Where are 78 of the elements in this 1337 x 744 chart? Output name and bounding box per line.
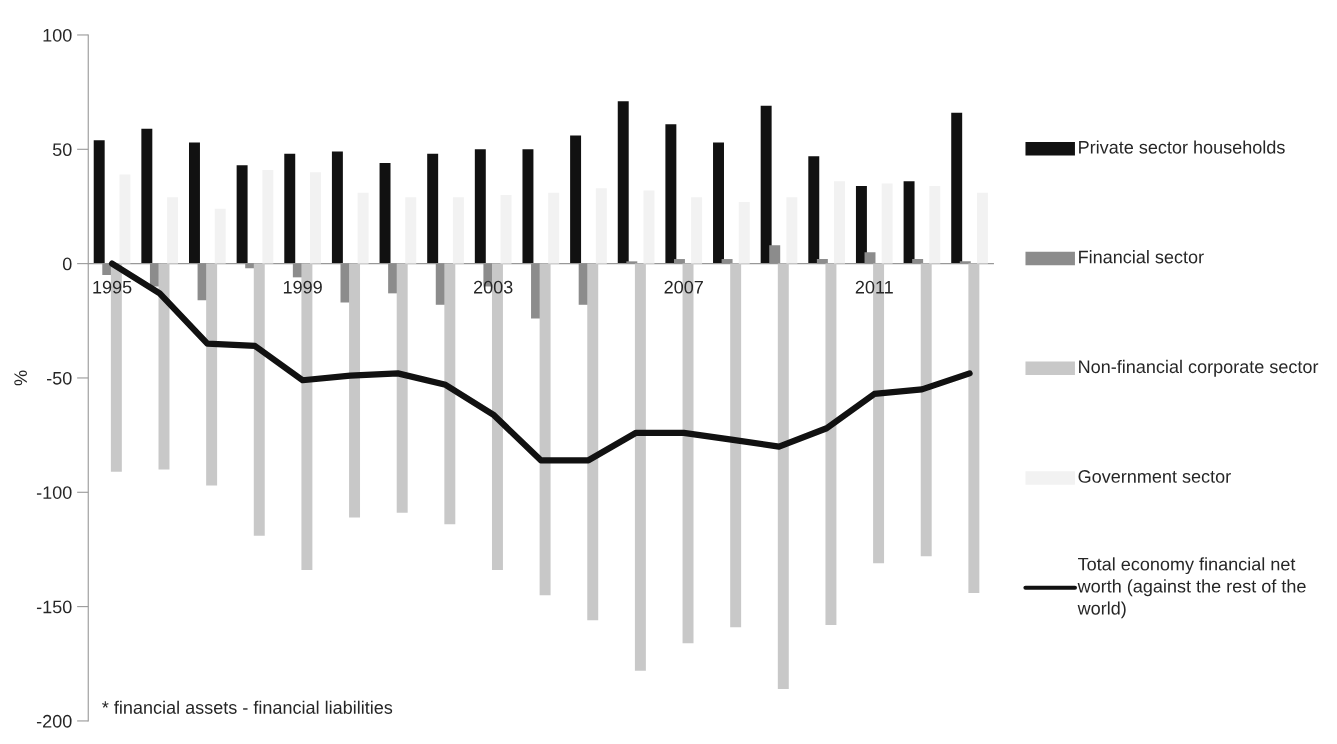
bar	[617, 101, 629, 264]
bar	[548, 192, 560, 264]
bar	[665, 124, 677, 264]
bar	[769, 245, 781, 264]
bar	[968, 263, 980, 593]
bar	[587, 263, 599, 621]
bar	[864, 252, 876, 264]
bar	[396, 263, 408, 513]
bar	[825, 263, 837, 625]
bar	[357, 192, 369, 264]
bar	[976, 192, 988, 264]
y-tick-label: 0	[62, 257, 72, 271]
y-tick-label: -200	[36, 714, 72, 728]
bar	[816, 259, 828, 264]
bar	[959, 261, 971, 264]
bar	[214, 208, 226, 264]
bar	[262, 169, 274, 264]
bar	[284, 153, 296, 264]
legend-label: Total economy financial net worth (against the rest of the world)	[1077, 557, 1306, 619]
bar	[912, 259, 924, 264]
bar	[643, 190, 655, 264]
bar	[626, 261, 638, 264]
x-tick-label: 1999	[283, 280, 322, 294]
bar	[570, 135, 582, 264]
bar	[634, 263, 646, 671]
bar	[730, 263, 742, 628]
bar	[474, 149, 486, 264]
bar	[167, 197, 179, 264]
bar	[141, 128, 153, 264]
bar	[834, 181, 845, 264]
bar	[855, 185, 867, 264]
bar	[189, 142, 200, 264]
bar	[452, 197, 464, 264]
y-tick-label: -150	[36, 600, 72, 614]
bar	[673, 259, 685, 264]
bar	[206, 263, 218, 486]
bar	[500, 195, 512, 264]
bar	[760, 105, 772, 264]
bar	[786, 197, 798, 264]
bar	[427, 153, 439, 264]
bar	[903, 181, 915, 264]
bar	[93, 140, 105, 264]
legend-label: Private sector households	[1079, 140, 1285, 154]
y-axis-title: %	[14, 370, 27, 386]
bar	[310, 172, 321, 264]
bar	[713, 142, 724, 264]
bar	[929, 185, 941, 264]
x-tick-label: 2003	[474, 280, 513, 294]
bar	[522, 149, 534, 264]
y-tick-label: -50	[46, 371, 72, 385]
y-tick-label: 50	[52, 143, 72, 157]
x-tick-label: 2011	[855, 280, 893, 294]
bar	[331, 151, 343, 264]
y-tick-label: 100	[43, 28, 72, 42]
bar	[236, 165, 248, 264]
y-tick-label: -100	[36, 486, 72, 499]
x-tick-label: 1995	[93, 280, 132, 294]
bar	[738, 201, 750, 264]
bar	[808, 156, 820, 264]
annotation: * financial assets - financial liabilities	[102, 700, 393, 714]
bar	[444, 263, 456, 525]
bar	[777, 263, 789, 689]
x-tick-label: 2007	[664, 280, 703, 294]
bar	[539, 263, 551, 596]
bar	[119, 174, 131, 264]
bar	[253, 263, 265, 536]
bar	[379, 163, 391, 264]
bar	[920, 263, 932, 557]
bar	[881, 183, 893, 264]
bar	[691, 197, 703, 264]
bar	[721, 259, 733, 264]
legend-label: Government sector	[1078, 470, 1231, 483]
legend-label: Non-financial corporate sector	[1079, 359, 1319, 377]
bar	[595, 188, 607, 264]
bar	[951, 112, 963, 264]
bar	[349, 263, 361, 518]
bar	[405, 197, 417, 264]
legend-label: Financial sector	[1079, 250, 1204, 264]
